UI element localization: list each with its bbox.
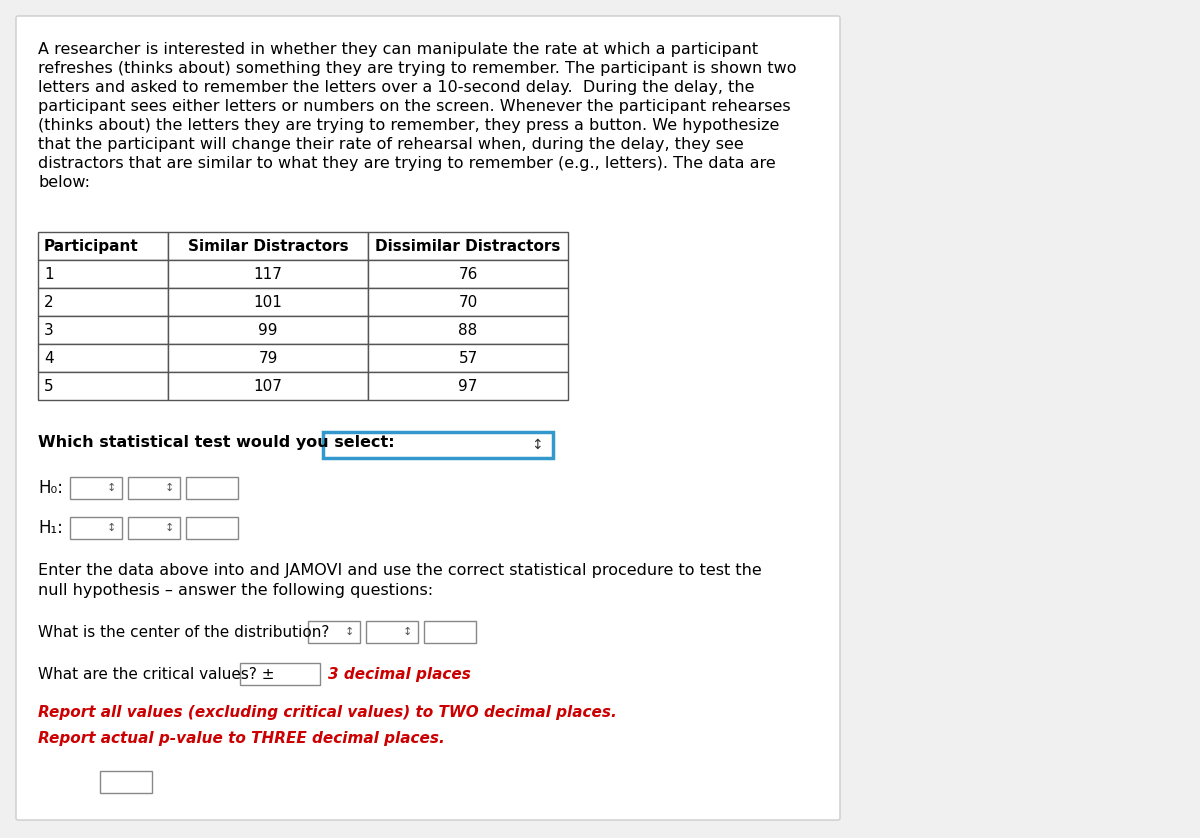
Text: What is the center of the distribution?: What is the center of the distribution? (38, 625, 329, 640)
Text: 79: 79 (258, 350, 277, 365)
Text: 117: 117 (253, 266, 282, 282)
Text: ↕: ↕ (107, 523, 116, 533)
Text: ↕: ↕ (164, 483, 174, 493)
Text: What are the critical values? ±: What are the critical values? ± (38, 667, 275, 682)
Text: 107: 107 (253, 379, 282, 394)
Bar (128, 517, 180, 539)
Bar (186, 477, 238, 499)
Text: Dissimilar Distractors: Dissimilar Distractors (376, 239, 560, 254)
Text: Participant: Participant (44, 239, 139, 254)
Text: 5: 5 (44, 379, 54, 394)
Text: 57: 57 (458, 350, 478, 365)
Text: refreshes (thinks about) something they are trying to remember. The participant : refreshes (thinks about) something they … (38, 61, 797, 76)
Bar (323, 432, 553, 458)
Bar (70, 517, 122, 539)
Text: 4: 4 (44, 350, 54, 365)
Bar (168, 316, 368, 344)
Bar (100, 771, 152, 793)
Text: distractors that are similar to what they are trying to remember (e.g., letters): distractors that are similar to what the… (38, 156, 775, 171)
Text: 70: 70 (458, 294, 478, 309)
Bar (168, 288, 368, 316)
Text: (thinks about) the letters they are trying to remember, they press a button. We : (thinks about) the letters they are tryi… (38, 118, 779, 133)
Bar (168, 372, 368, 400)
Bar (38, 372, 168, 400)
Text: 88: 88 (458, 323, 478, 338)
Bar (368, 260, 568, 288)
Text: letters and asked to remember the letters over a 10-second delay.  During the de: letters and asked to remember the letter… (38, 80, 755, 95)
Text: A researcher is interested in whether they can manipulate the rate at which a pa: A researcher is interested in whether th… (38, 42, 758, 57)
Text: 99: 99 (258, 323, 277, 338)
Text: Enter the data above into and JAMOVI and use the correct statistical procedure t: Enter the data above into and JAMOVI and… (38, 563, 762, 578)
Text: ↕: ↕ (532, 438, 542, 452)
Bar (368, 232, 568, 260)
Bar (368, 288, 568, 316)
Bar (168, 344, 368, 372)
Text: H₁:: H₁: (38, 519, 62, 537)
Text: 3: 3 (44, 323, 54, 338)
Text: 101: 101 (253, 294, 282, 309)
Bar (38, 344, 168, 372)
Text: below:: below: (38, 175, 90, 190)
Bar (368, 316, 568, 344)
Bar (38, 316, 168, 344)
Bar (38, 260, 168, 288)
Bar (366, 621, 418, 643)
Text: Report all values (excluding critical values) to TWO decimal places.: Report all values (excluding critical va… (38, 705, 617, 720)
Text: 97: 97 (458, 379, 478, 394)
Bar (70, 477, 122, 499)
Text: 3 decimal places: 3 decimal places (328, 667, 470, 682)
Bar (186, 517, 238, 539)
Bar (128, 477, 180, 499)
Bar (38, 288, 168, 316)
Text: H₀:: H₀: (38, 479, 64, 497)
Bar (368, 344, 568, 372)
Bar (308, 621, 360, 643)
Text: 2: 2 (44, 294, 54, 309)
Text: ↕: ↕ (164, 523, 174, 533)
Text: ↕: ↕ (107, 483, 116, 493)
Text: Similar Distractors: Similar Distractors (187, 239, 348, 254)
Bar (368, 372, 568, 400)
Text: ↕: ↕ (403, 627, 412, 637)
Text: participant sees either letters or numbers on the screen. Whenever the participa: participant sees either letters or numbe… (38, 99, 791, 114)
Bar (168, 260, 368, 288)
Text: 1: 1 (44, 266, 54, 282)
Text: null hypothesis – answer the following questions:: null hypothesis – answer the following q… (38, 583, 433, 598)
Bar (168, 232, 368, 260)
FancyBboxPatch shape (16, 16, 840, 820)
Text: Report actual p-value to THREE decimal places.: Report actual p-value to THREE decimal p… (38, 731, 445, 746)
Text: that the participant will change their rate of rehearsal when, during the delay,: that the participant will change their r… (38, 137, 744, 152)
Text: 76: 76 (458, 266, 478, 282)
Text: Which statistical test would you select:: Which statistical test would you select: (38, 435, 395, 450)
Bar (240, 663, 320, 685)
Bar (38, 232, 168, 260)
Text: ↕: ↕ (344, 627, 354, 637)
Bar (424, 621, 476, 643)
